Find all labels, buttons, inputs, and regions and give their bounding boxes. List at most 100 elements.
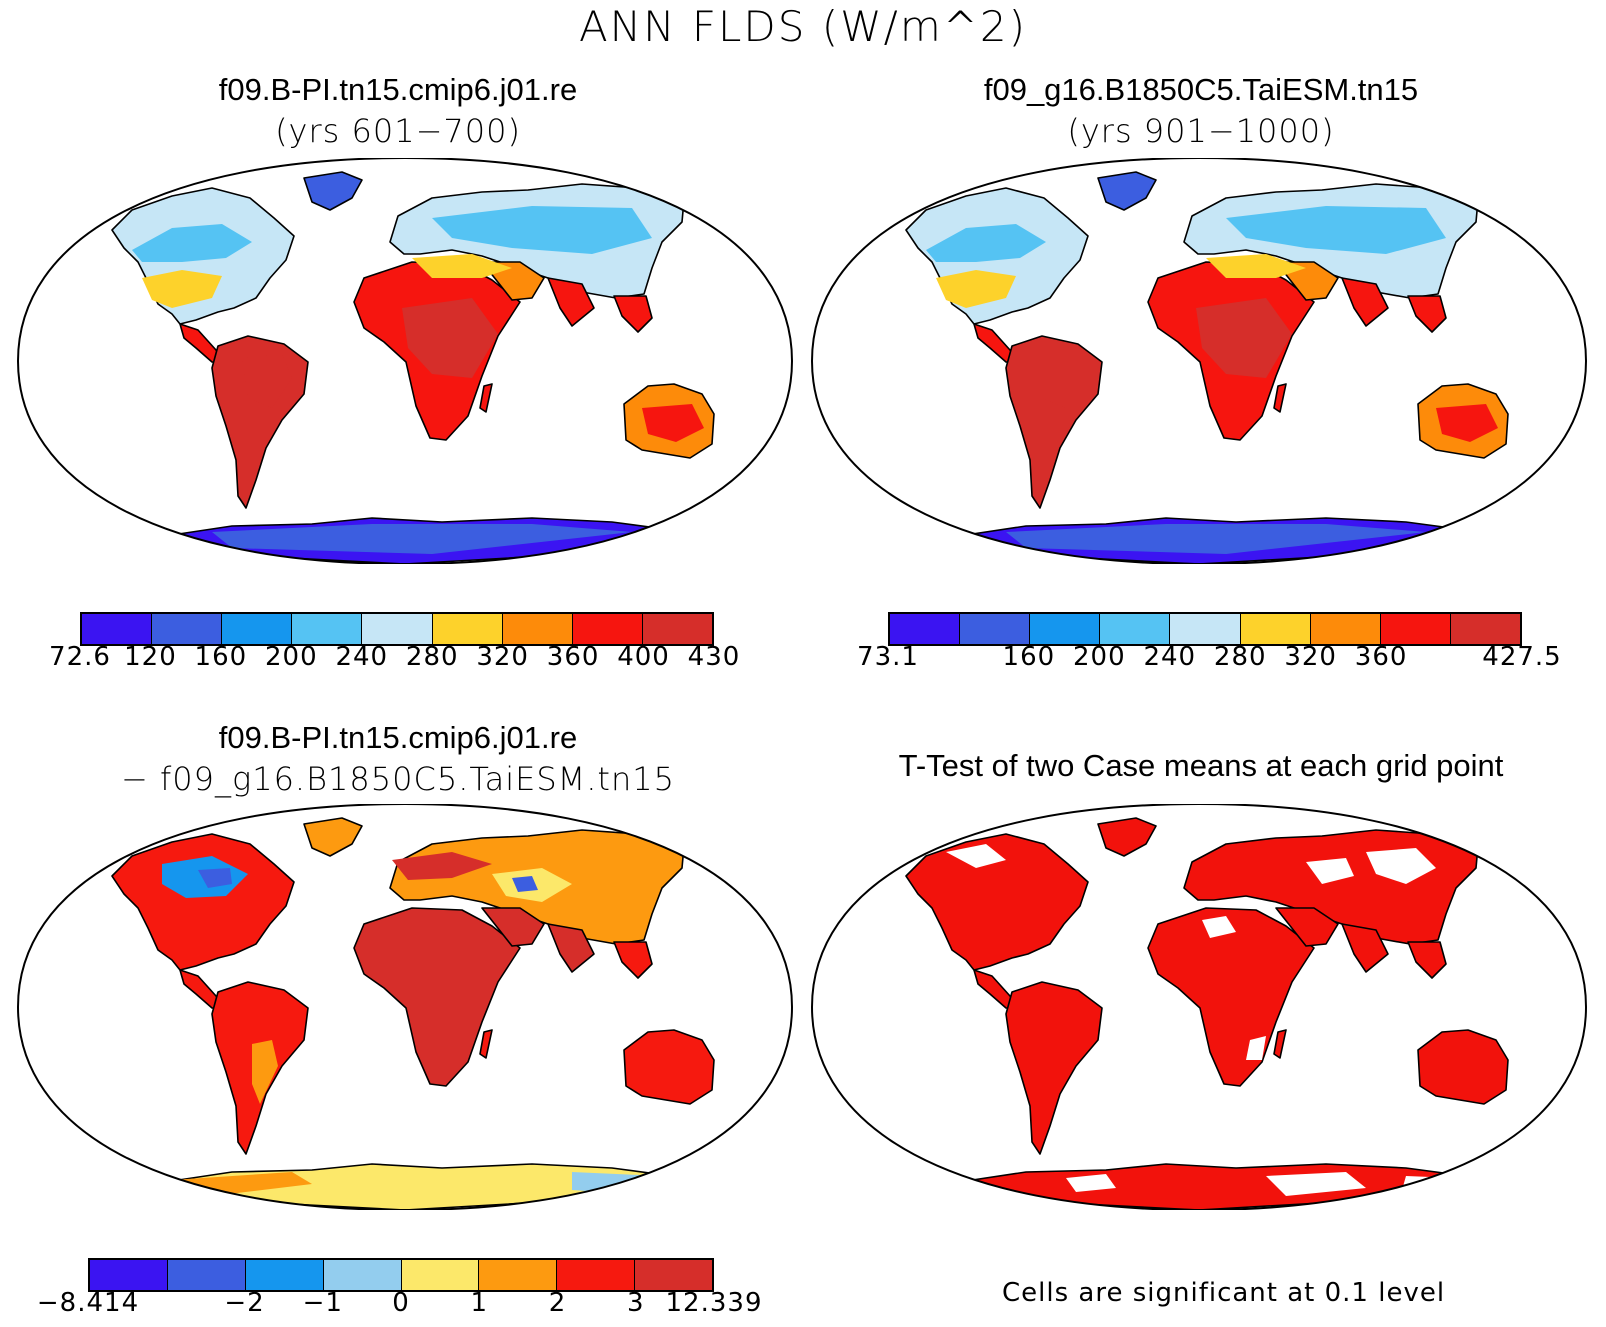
colorbar-case2-tick-label: 320 xyxy=(1284,642,1337,672)
colorbar-case2-tick-label: 200 xyxy=(1073,642,1126,672)
colorbar-case2-tick-label: 240 xyxy=(1143,642,1197,672)
colorbar-difference-swatch xyxy=(635,1260,712,1290)
panel4-title: T-Test of two Case means at each grid po… xyxy=(898,748,1504,783)
land-detail xyxy=(132,224,252,262)
nonsignificant-area xyxy=(1202,916,1236,938)
colorbar-difference-tick-label: 1 xyxy=(470,1288,489,1318)
land-md xyxy=(479,383,493,413)
nonsignificant-area xyxy=(946,844,1006,868)
colorbar-case1-swatch xyxy=(502,614,573,644)
colorbar-difference-swatch xyxy=(557,1260,636,1290)
land-detail xyxy=(1226,206,1446,254)
land-detail xyxy=(1036,354,1086,408)
difference-landmass xyxy=(111,817,715,1210)
case1-landmass xyxy=(111,171,715,564)
colorbar-difference-tick-label: 2 xyxy=(548,1288,567,1318)
panel2-subtitle: (yrs 901−1000) xyxy=(1067,112,1335,150)
land-detail xyxy=(1006,524,1426,554)
colorbar-difference-swatch xyxy=(90,1260,168,1290)
colorbar-case1-tick-label: 120 xyxy=(124,642,177,672)
land-detail xyxy=(242,354,292,408)
land-au xyxy=(623,1029,715,1105)
land-na xyxy=(905,833,1089,971)
panel2-title: f09_g16.B1850C5.TaiESM.tn15 xyxy=(983,72,1419,107)
land-detail xyxy=(392,852,492,880)
colorbar-case2-swatch xyxy=(1380,614,1451,644)
colorbar-case2-swatch xyxy=(1240,614,1311,644)
land-sea xyxy=(1407,941,1447,979)
colorbar-case1-tick-label: 240 xyxy=(335,642,389,672)
land-detail xyxy=(1206,254,1306,278)
land-md xyxy=(479,1029,493,1059)
land-in xyxy=(1341,277,1389,327)
colorbar-case1-swatch xyxy=(572,614,643,644)
colorbar-case2-tick-label: 280 xyxy=(1213,642,1267,672)
nonsignificant-area xyxy=(1246,1036,1266,1060)
map-boundary xyxy=(810,804,1588,1210)
colorbar-difference-tick-label: 0 xyxy=(392,1288,410,1318)
colorbar-case2-swatch xyxy=(960,614,1031,644)
colorbar-case1-swatch xyxy=(222,614,293,644)
nonsignificant-area xyxy=(1366,848,1436,884)
colorbar-case1-tick-label: 72.6 xyxy=(49,642,111,672)
nonsignificant-area xyxy=(1266,1172,1366,1196)
colorbar-case2 xyxy=(888,612,1522,646)
panel3-title: f09.B-PI.tn15.cmip6.j01.re xyxy=(218,720,578,755)
land-in xyxy=(547,277,595,327)
colorbar-case2-tick-label: 73.1 xyxy=(857,642,919,672)
colorbar-case1-tick-label: 360 xyxy=(546,642,600,672)
land-ar xyxy=(1275,907,1339,947)
land-detail xyxy=(198,868,232,888)
colorbar-case1-swatch xyxy=(292,614,363,644)
significance-note: Cells are significant at 0.1 level xyxy=(1002,1278,1446,1308)
colorbar-case2-swatch xyxy=(1100,614,1171,644)
map-panel-case1 xyxy=(16,158,794,564)
land-detail xyxy=(926,224,1046,262)
colorbar-difference-tick-label: −2 xyxy=(224,1288,265,1318)
land-gr xyxy=(303,171,363,211)
land-in xyxy=(547,923,595,973)
land-na xyxy=(111,833,295,971)
land-detail xyxy=(402,298,498,378)
colorbar-case1-tick-label: 320 xyxy=(476,642,529,672)
colorbar-case2-tick-label: 360 xyxy=(1354,642,1408,672)
colorbar-case1-swatch xyxy=(432,614,503,644)
colorbar-case1-tick-label: 200 xyxy=(265,642,318,672)
land-detail xyxy=(936,270,1016,308)
land-sea xyxy=(613,941,653,979)
land-detail xyxy=(512,876,538,892)
colorbar-difference-tick-label: −1 xyxy=(302,1288,343,1318)
colorbar-difference xyxy=(88,1258,714,1292)
nonsignificant-area xyxy=(1306,858,1354,884)
map-boundary xyxy=(810,158,1588,564)
figure-title: ANN FLDS (W/m^2) xyxy=(578,2,1028,51)
colorbar-case1-tick-label: 430 xyxy=(687,642,741,672)
map-boundary xyxy=(16,158,794,564)
colorbar-case2-tick-label: 160 xyxy=(1002,642,1056,672)
land-sea xyxy=(613,295,653,333)
colorbar-difference-swatch xyxy=(167,1260,246,1290)
colorbar-case1-swatch xyxy=(642,614,712,644)
colorbar-difference-tick-label: 3 xyxy=(626,1288,645,1318)
colorbar-case1-tick-label: 160 xyxy=(194,642,248,672)
colorbar-difference-swatch xyxy=(479,1260,558,1290)
colorbar-case2-swatch xyxy=(890,614,961,644)
land-gr xyxy=(1097,817,1157,857)
nonsignificant-area xyxy=(1066,1174,1116,1192)
colorbar-case2-tick-label: 427.5 xyxy=(1482,642,1562,672)
land-detail xyxy=(1196,298,1292,378)
land-au xyxy=(1417,1029,1509,1105)
colorbar-case1-swatch xyxy=(82,614,153,644)
land-detail xyxy=(142,270,222,308)
colorbar-case1-swatch xyxy=(362,614,433,644)
map-panel-ttest xyxy=(810,804,1588,1210)
land-detail xyxy=(212,524,632,554)
land-ar xyxy=(481,907,545,947)
case2-landmass xyxy=(905,171,1509,564)
land-detail xyxy=(1436,404,1498,442)
colorbar-difference-tick-label: 12.339 xyxy=(665,1288,763,1318)
land-in xyxy=(1341,923,1389,973)
colorbar-difference-swatch xyxy=(323,1260,402,1290)
map-panel-case2 xyxy=(810,158,1588,564)
land-af xyxy=(1147,907,1315,1087)
